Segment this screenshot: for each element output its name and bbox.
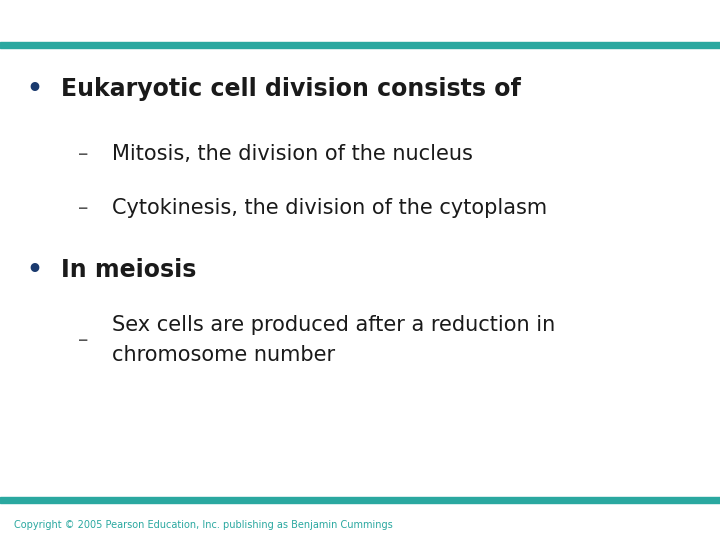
Text: Cytokinesis, the division of the cytoplasm: Cytokinesis, the division of the cytopla… <box>112 198 546 218</box>
Text: •: • <box>27 77 42 101</box>
Text: •: • <box>27 258 42 282</box>
Text: Sex cells are produced after a reduction in
chromosome number: Sex cells are produced after a reduction… <box>112 315 555 365</box>
Text: Copyright © 2005 Pearson Education, Inc. publishing as Benjamin Cummings: Copyright © 2005 Pearson Education, Inc.… <box>14 520 393 530</box>
Text: –: – <box>78 330 88 350</box>
Bar <box>0 42 720 48</box>
Bar <box>0 497 720 503</box>
Text: –: – <box>78 198 88 218</box>
Text: In meiosis: In meiosis <box>61 258 197 282</box>
Text: –: – <box>78 144 88 164</box>
Text: Mitosis, the division of the nucleus: Mitosis, the division of the nucleus <box>112 144 472 164</box>
Text: Eukaryotic cell division consists of: Eukaryotic cell division consists of <box>61 77 521 101</box>
